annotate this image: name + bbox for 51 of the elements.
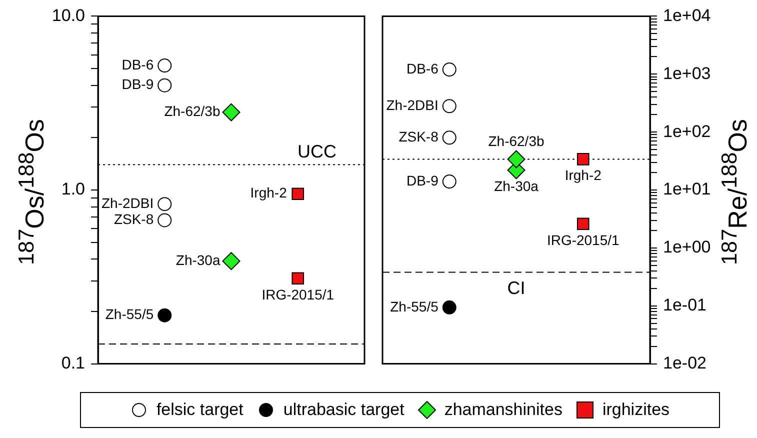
data-label: Zh-62/3b bbox=[164, 103, 220, 120]
y-tick-label: 1e-02 bbox=[663, 353, 706, 372]
point bbox=[442, 62, 456, 77]
data-label: Zh-2DBI bbox=[386, 97, 438, 114]
data-label: ZSK-8 bbox=[114, 211, 154, 228]
point bbox=[442, 174, 456, 189]
data-label: DB-9 bbox=[122, 76, 154, 92]
data-label: IRG-2015/1 bbox=[262, 286, 334, 302]
ref-line-label: CI bbox=[507, 278, 526, 298]
y-tick-label: 1e+00 bbox=[663, 238, 711, 257]
y-tick-label: 1e+03 bbox=[663, 64, 711, 83]
point bbox=[158, 78, 172, 92]
legend-label: ultrabasic target bbox=[283, 400, 404, 420]
point bbox=[158, 213, 172, 228]
data-label: Zh-2DBI bbox=[102, 194, 154, 211]
point bbox=[292, 272, 304, 285]
point bbox=[442, 130, 456, 145]
point bbox=[576, 218, 590, 230]
point bbox=[158, 308, 172, 322]
ref-line-label: UCC bbox=[298, 142, 336, 162]
data-label: Irgh-2 bbox=[250, 184, 288, 201]
point bbox=[442, 300, 456, 314]
point bbox=[442, 99, 456, 114]
point bbox=[507, 150, 526, 168]
data-label: Zh-55/5 bbox=[390, 298, 439, 314]
data-label: DB-9 bbox=[406, 172, 439, 188]
legend-label: zhamanshinites bbox=[444, 400, 562, 420]
point bbox=[292, 188, 304, 200]
legend-label: irghizites bbox=[602, 400, 670, 420]
data-label: ZSK-8 bbox=[398, 128, 439, 145]
point bbox=[222, 103, 240, 122]
y-tick-label: 1e+02 bbox=[663, 122, 711, 141]
data-label: Zh-30a bbox=[176, 252, 220, 268]
y-tick-label: 1e+04 bbox=[663, 6, 711, 25]
y-tick-label: 0.1 bbox=[61, 353, 85, 372]
point bbox=[158, 197, 172, 212]
data-label: Zh-30a bbox=[494, 178, 539, 194]
data-label: Zh-55/5 bbox=[105, 306, 154, 322]
y-tick-label: 1e+01 bbox=[663, 180, 711, 199]
y-tick-label: 1e-01 bbox=[663, 296, 706, 315]
data-label: DB-6 bbox=[406, 60, 439, 76]
y-tick-label: 10.0 bbox=[52, 6, 85, 25]
data-label: DB-6 bbox=[122, 56, 154, 72]
point bbox=[158, 58, 172, 73]
point bbox=[222, 252, 240, 270]
legend-label: felsic target bbox=[156, 400, 244, 420]
data-label: IRG-2015/1 bbox=[546, 232, 620, 248]
y-tick-label: 1.0 bbox=[61, 180, 85, 199]
data-label: Irgh-2 bbox=[564, 167, 602, 184]
point bbox=[576, 153, 590, 166]
data-label: Zh-62/3b bbox=[488, 133, 544, 150]
